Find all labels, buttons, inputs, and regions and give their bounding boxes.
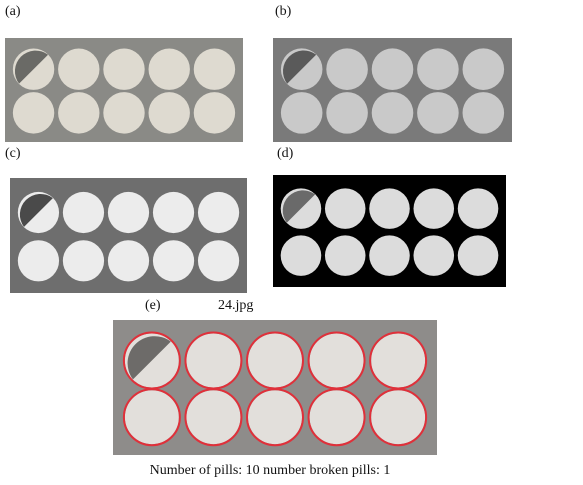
pill	[414, 188, 455, 229]
pill	[63, 240, 104, 281]
pill	[417, 92, 459, 134]
panel-label: (d)	[277, 146, 294, 161]
pill	[194, 49, 235, 90]
panel-label: (c)	[5, 146, 21, 161]
pill	[463, 48, 505, 90]
pill	[248, 334, 302, 388]
pill	[248, 390, 302, 444]
pill	[186, 334, 240, 388]
pill	[281, 235, 322, 276]
pill	[186, 390, 240, 444]
pill	[326, 92, 368, 134]
pill	[108, 240, 149, 281]
pill	[153, 240, 194, 281]
pill	[149, 49, 190, 90]
pill	[198, 240, 239, 281]
pill	[13, 92, 54, 133]
pill	[103, 92, 144, 133]
panel-label: (e)	[145, 298, 161, 313]
pill	[63, 192, 104, 233]
panel-label: (a)	[5, 4, 21, 19]
pill	[194, 92, 235, 133]
pill	[149, 92, 190, 133]
pill	[108, 192, 149, 233]
pill	[372, 48, 414, 90]
pill	[281, 92, 323, 134]
pill	[458, 188, 499, 229]
figure: (a) (b) (c) (d) (e) 24.jpg Number of pil…	[0, 0, 583, 485]
pill	[417, 48, 459, 90]
file-name: 24.jpg	[218, 298, 253, 313]
pill	[414, 235, 455, 276]
pill	[153, 192, 194, 233]
caption: Number of pills: 10 number broken pills:…	[150, 463, 391, 478]
pill	[58, 49, 99, 90]
pill	[125, 390, 179, 444]
pill	[371, 334, 425, 388]
pill	[103, 49, 144, 90]
pill	[369, 188, 410, 229]
pill	[18, 240, 59, 281]
pill	[369, 235, 410, 276]
pill	[372, 92, 414, 134]
images	[5, 38, 512, 455]
pill	[326, 48, 368, 90]
pill	[463, 92, 505, 134]
pill	[310, 390, 364, 444]
pill	[371, 390, 425, 444]
panel-label: (b)	[275, 4, 292, 19]
pill	[198, 192, 239, 233]
pill	[58, 92, 99, 133]
pill	[325, 188, 366, 229]
pill	[325, 235, 366, 276]
pill	[310, 334, 364, 388]
pill	[458, 235, 499, 276]
